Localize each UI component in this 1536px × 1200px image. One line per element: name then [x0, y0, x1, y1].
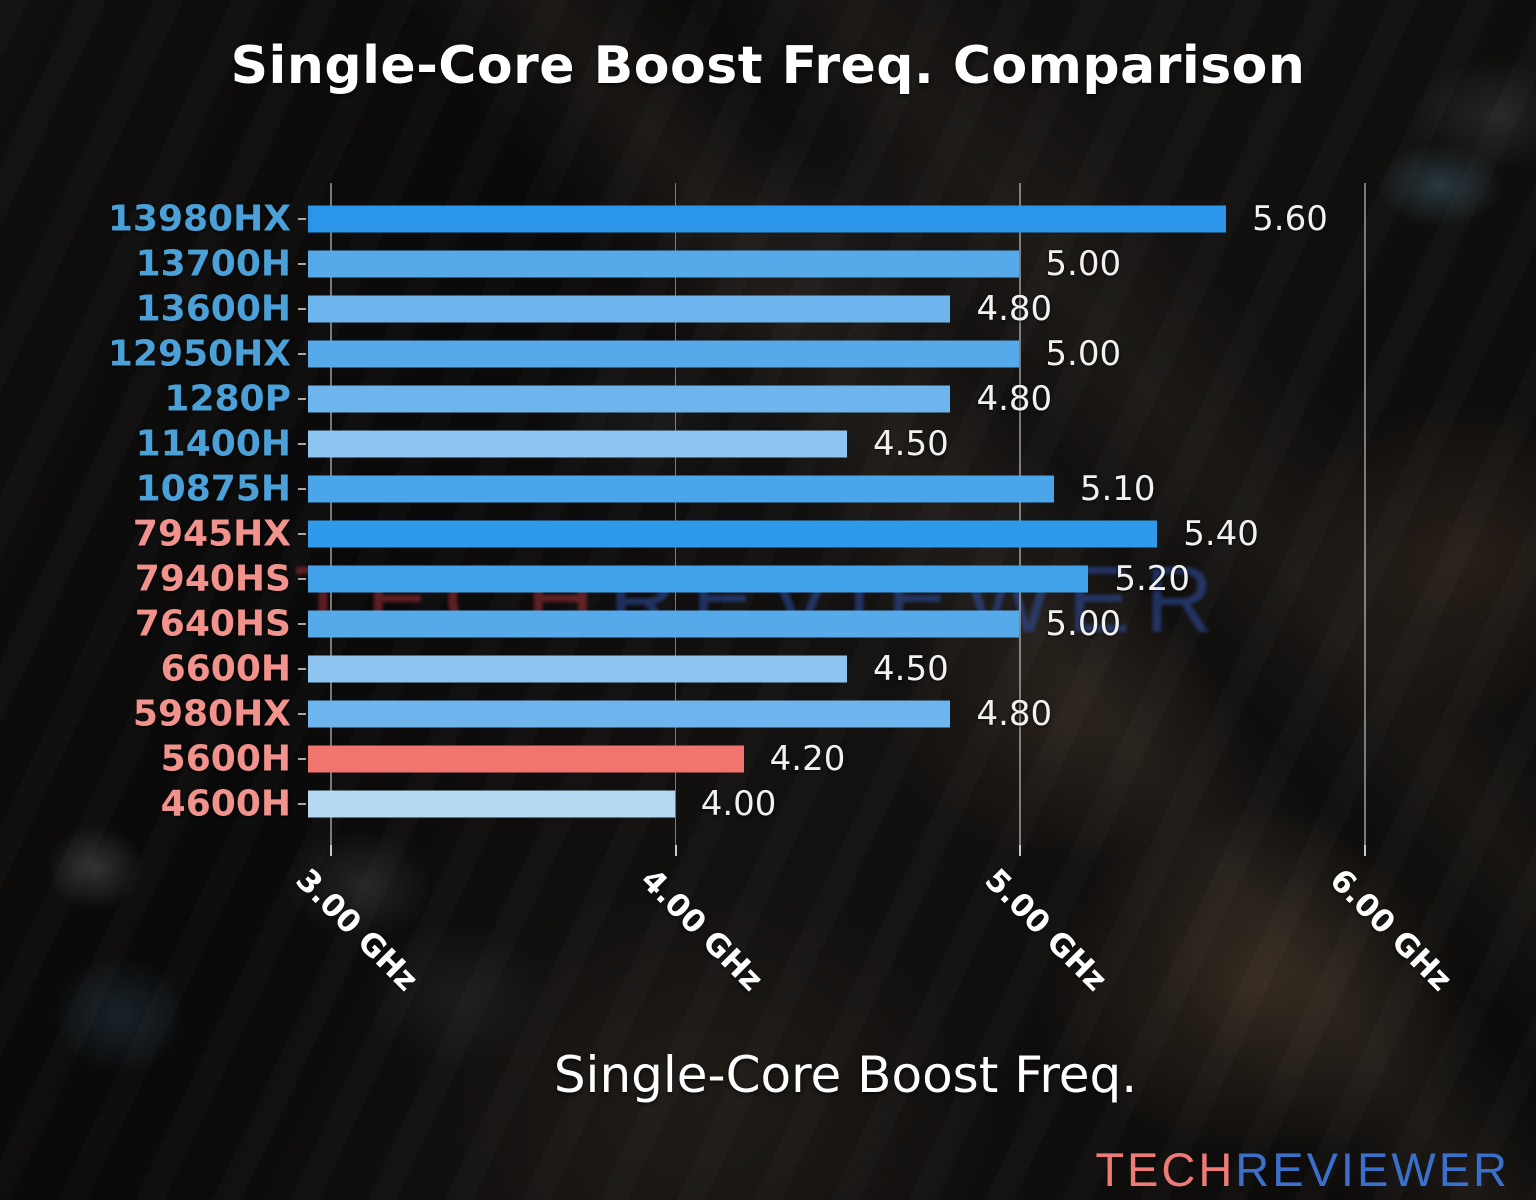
x-tick-mark — [1364, 845, 1367, 856]
freq-bar — [308, 430, 848, 457]
value-label: 5.10 — [1079, 468, 1156, 509]
x-tick-label: 3.00 GHz — [288, 862, 425, 999]
bar-row: 7945HX 5.40 — [133, 511, 1383, 556]
y-tick-mark — [298, 577, 306, 580]
y-tick-mark — [298, 757, 306, 760]
chart-title: Single-Core Boost Freq. Comparison — [230, 36, 1306, 96]
x-tick-mark — [1019, 845, 1022, 856]
value-label: 4.20 — [769, 738, 846, 779]
bar-row: 13980HX 5.60 — [108, 196, 1383, 241]
value-label: 5.60 — [1252, 198, 1328, 239]
y-tick-mark — [298, 532, 306, 535]
category-label: 4600H — [160, 783, 291, 824]
x-tick-label: 4.00 GHz — [633, 862, 770, 999]
freq-bar — [308, 790, 675, 817]
bar-row: 13600H 4.80 — [136, 286, 1383, 331]
bar-row: 11400H 4.50 — [136, 421, 1383, 466]
freq-bar — [308, 610, 1020, 637]
center-watermark: TECHREVIEWER — [294, 546, 1227, 655]
y-tick-mark — [298, 487, 306, 490]
y-tick-mark — [298, 712, 306, 715]
bar-row: 12950HX 5.00 — [108, 331, 1383, 376]
bar-row: 1280P 4.80 — [164, 376, 1383, 421]
bar-row: 7940HS 5.20 — [135, 556, 1383, 601]
x-tick-label: 6.00 GHz — [1322, 862, 1459, 999]
category-label: 13980HX — [107, 198, 291, 239]
bar-row: 6600H 4.50 — [161, 646, 1383, 691]
category-label: 13700H — [135, 243, 291, 284]
bar-row: 5600H 4.20 — [161, 736, 1383, 781]
y-tick-mark — [298, 802, 306, 805]
bar-row: 5980HX 4.80 — [133, 691, 1383, 736]
gridline — [1364, 183, 1366, 845]
x-tick-label: 5.00 GHz — [977, 862, 1115, 999]
value-label: 5.00 — [1045, 243, 1122, 284]
x-axis-title: Single-Core Boost Freq. — [553, 1046, 1138, 1104]
value-label: 4.00 — [700, 783, 777, 824]
value-label: 4.80 — [976, 378, 1053, 419]
value-label: 4.50 — [873, 648, 949, 689]
value-label: 4.50 — [873, 423, 949, 464]
category-label: 1280P — [164, 378, 291, 419]
category-label: 10875H — [135, 468, 291, 509]
freq-bar — [308, 655, 848, 682]
category-label: 11400H — [135, 423, 291, 464]
freq-bar — [308, 745, 744, 772]
footer-logo-tech: TECH — [1095, 1143, 1236, 1196]
value-label: 4.80 — [976, 288, 1053, 329]
freq-bar — [308, 520, 1158, 547]
freq-bar — [308, 250, 1020, 277]
category-label: 7940HS — [134, 558, 291, 599]
category-label: 12950HX — [107, 333, 291, 374]
y-tick-mark — [298, 667, 306, 670]
footer-logo: TECHREVIEWER — [1095, 1142, 1510, 1197]
category-label: 13600H — [135, 288, 291, 329]
category-label: 5600H — [160, 738, 291, 779]
value-label: 5.40 — [1183, 513, 1259, 554]
freq-bar — [308, 295, 951, 322]
freq-bar — [308, 385, 951, 412]
gridline — [674, 183, 677, 845]
category-label: 5980HX — [132, 693, 291, 734]
y-tick-mark — [298, 397, 306, 400]
value-label: 5.00 — [1045, 603, 1122, 644]
y-tick-mark — [298, 307, 306, 310]
bar-rows: 13980HX 5.60 13700H 5.00 13600H 4.80 12950HX 5.… — [108, 196, 1383, 826]
x-tick-mark — [330, 845, 333, 856]
y-tick-mark — [298, 622, 306, 625]
x-tick-mark — [674, 845, 677, 856]
category-label: 6600H — [160, 648, 291, 689]
freq-bar — [308, 205, 1227, 232]
value-label: 4.80 — [976, 693, 1053, 734]
freq-bar — [308, 340, 1020, 367]
freq-bar — [308, 565, 1089, 592]
freq-bar — [308, 475, 1054, 502]
y-tick-mark — [298, 217, 306, 220]
gridline — [330, 183, 332, 845]
category-label: 7945HX — [132, 513, 291, 554]
bar-row: 10875H 5.10 — [136, 466, 1383, 511]
y-tick-mark — [298, 442, 306, 445]
category-label: 7640HS — [134, 603, 291, 644]
freq-bar — [308, 700, 951, 727]
y-tick-mark — [298, 352, 306, 355]
gridline — [1019, 183, 1021, 845]
plot-area: 13980HX 5.60 13700H 5.00 13600H 4.80 12950HX 5.… — [108, 183, 1383, 845]
y-tick-mark — [298, 262, 306, 265]
bar-row: 13700H 5.00 — [136, 241, 1383, 286]
bar-row: 7640HS 5.00 — [135, 601, 1383, 646]
bar-row: 4600H 4.00 — [161, 781, 1383, 826]
value-label: 5.00 — [1045, 333, 1122, 374]
footer-logo-reviewer: REVIEWER — [1235, 1143, 1510, 1196]
value-label: 5.20 — [1114, 558, 1191, 599]
